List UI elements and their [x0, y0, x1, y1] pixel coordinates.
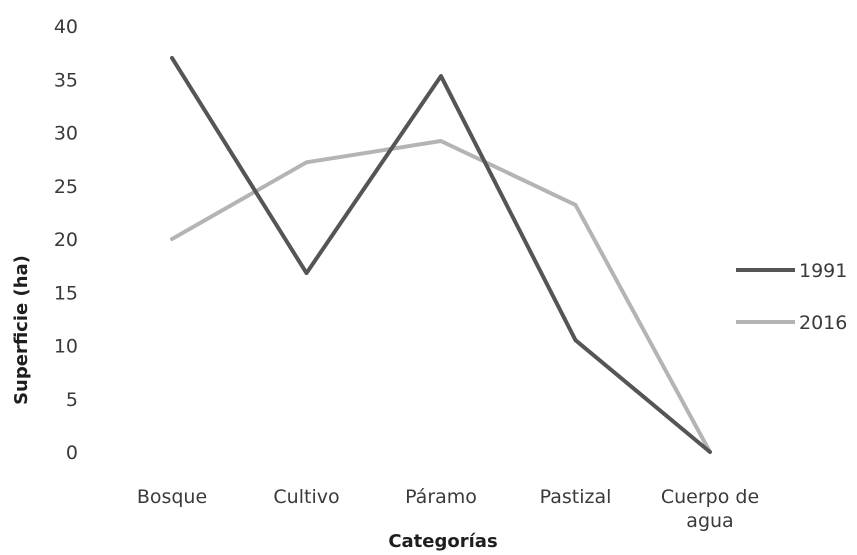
series-line-1991: [170, 55, 712, 454]
x-tick-label: Bosque: [137, 486, 207, 508]
legend-label-2016: 2016: [799, 312, 847, 334]
x-tick-label: Pastizal: [540, 486, 612, 508]
y-tick-label: 20: [54, 229, 78, 251]
y-tick-label: 10: [54, 336, 78, 358]
x-tick-label: Cultivo: [273, 486, 339, 508]
y-tick-label: 40: [54, 16, 78, 38]
legend-label-1991: 1991: [799, 260, 847, 282]
x-tick-label: Cuerpo de: [661, 486, 759, 508]
series-line-2016: [170, 139, 712, 454]
y-axis-ticks: 0 5 10 15 20 25 30 35 40: [54, 16, 78, 464]
y-tick-label: 25: [54, 176, 78, 198]
x-tick-label: Páramo: [405, 486, 477, 508]
x-tick-label: agua: [686, 510, 733, 532]
y-axis-title: Superficie (ha): [11, 255, 32, 405]
y-tick-label: 0: [66, 442, 78, 464]
x-axis-title: Categorías: [388, 531, 497, 552]
y-tick-label: 30: [54, 123, 78, 145]
y-tick-label: 35: [54, 69, 78, 91]
y-tick-label: 15: [54, 282, 78, 304]
legend: 1991 2016: [736, 260, 847, 334]
y-tick-label: 5: [66, 389, 78, 411]
series-lines: [170, 55, 712, 454]
